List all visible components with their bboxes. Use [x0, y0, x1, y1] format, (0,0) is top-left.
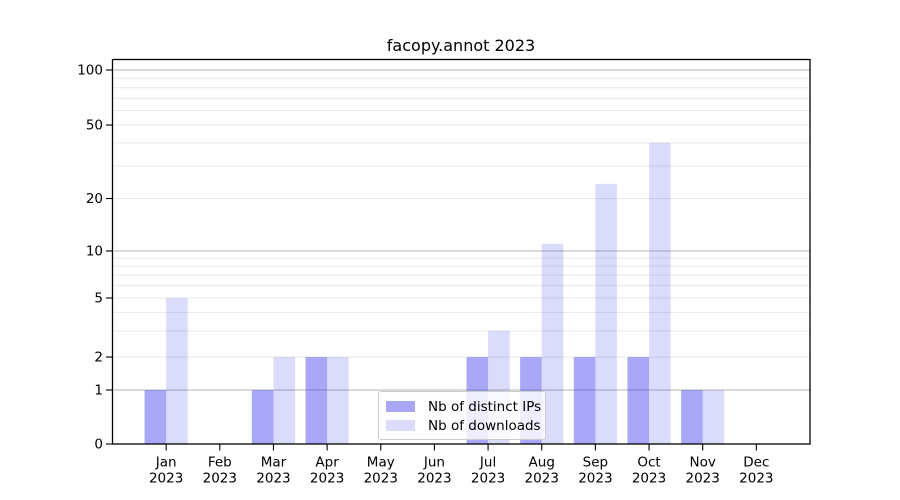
axis-frame: [111, 58, 811, 445]
x-tick-label-year: 2023: [364, 471, 398, 487]
bar-distinct-ips: [305, 357, 328, 444]
x-tick-label-month: Aug: [529, 455, 555, 471]
legend-swatch-downloads: [386, 420, 415, 431]
bar-distinct-ips: [573, 357, 596, 444]
chart-title: facopy.annot 2023: [386, 36, 536, 55]
bar-distinct-ips: [681, 390, 703, 444]
y-tick-label: 10: [86, 244, 103, 260]
y-tick-label: 1: [94, 383, 103, 399]
tick-labels: 0125102050100Jan2023Feb2023Mar2023Apr202…: [77, 63, 773, 487]
x-tick-label-year: 2023: [632, 471, 666, 487]
axes: [106, 58, 811, 451]
bar-downloads: [327, 357, 349, 444]
x-tick-label-month: Feb: [208, 455, 232, 471]
bar-distinct-ips: [251, 390, 274, 444]
y-tick-label: 0: [94, 437, 103, 453]
legend-item-downloads: Nb of downloads: [386, 416, 541, 435]
legend-label-distinct-ips: Nb of distinct IPs: [428, 398, 542, 415]
bar-downloads: [166, 298, 188, 444]
x-tick-label-year: 2023: [256, 471, 290, 487]
bar-downloads: [273, 357, 296, 444]
legend: Nb of distinct IPs Nb of downloads: [378, 391, 546, 440]
x-tick-label-year: 2023: [525, 471, 559, 487]
bar-downloads: [649, 142, 671, 444]
x-tick-label-month: Sep: [583, 455, 608, 471]
legend-swatch-distinct-ips: [386, 401, 415, 412]
x-tick-label-year: 2023: [149, 471, 183, 487]
bar-downloads: [595, 183, 617, 444]
y-tick-label: 2: [94, 350, 103, 366]
y-tick-label: 5: [94, 291, 103, 307]
bar-distinct-ips: [144, 390, 167, 444]
x-tick-label-year: 2023: [471, 471, 505, 487]
x-tick-label-month: May: [367, 455, 395, 471]
x-tick-label-month: Mar: [261, 455, 287, 471]
y-tick-label: 50: [86, 118, 103, 134]
bar-downloads: [541, 243, 564, 444]
major-gridlines: [112, 69, 810, 391]
x-tick-label-year: 2023: [310, 471, 344, 487]
y-tick-label: 20: [86, 191, 103, 207]
bar-downloads: [702, 390, 725, 444]
x-tick-label-month: Apr: [315, 455, 339, 471]
legend-label-downloads: Nb of downloads: [428, 417, 541, 434]
x-tick-label-year: 2023: [417, 471, 451, 487]
x-tick-label-month: Nov: [690, 455, 716, 471]
minor-gridlines: [112, 77, 810, 358]
legend-item-distinct-ips: Nb of distinct IPs: [386, 397, 541, 416]
bar-distinct-ips: [627, 357, 650, 444]
x-tick-label-month: Oct: [637, 455, 660, 471]
x-tick-label-year: 2023: [686, 471, 720, 487]
y-tick-label: 100: [77, 63, 103, 79]
x-tick-label-month: Jun: [423, 455, 445, 471]
x-tick-label-month: Dec: [743, 455, 769, 471]
x-tick-label-year: 2023: [203, 471, 237, 487]
x-tick-label-year: 2023: [739, 471, 773, 487]
x-tick-label-month: Jul: [479, 455, 496, 471]
x-tick-label-month: Jan: [155, 455, 177, 471]
x-tick-label-year: 2023: [578, 471, 612, 487]
